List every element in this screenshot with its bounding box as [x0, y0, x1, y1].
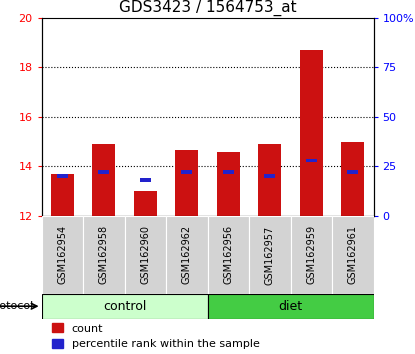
Text: GSM162954: GSM162954	[57, 225, 67, 285]
Bar	[176, 150, 198, 216]
Title: GDS3423 / 1564753_at: GDS3423 / 1564753_at	[119, 0, 296, 16]
Text: GSM162962: GSM162962	[182, 225, 192, 285]
Bar	[258, 144, 281, 216]
Bar	[93, 144, 115, 216]
Bar	[208, 216, 249, 294]
Bar	[264, 175, 276, 178]
Bar	[56, 175, 68, 178]
Text: GSM162957: GSM162957	[265, 225, 275, 285]
Bar	[290, 216, 332, 294]
Bar	[42, 294, 208, 319]
Bar	[300, 50, 323, 216]
Bar	[305, 159, 317, 162]
Bar	[341, 142, 364, 216]
Bar	[347, 171, 359, 174]
Text: diet: diet	[278, 300, 303, 313]
Bar	[208, 294, 374, 319]
Text: GSM162961: GSM162961	[348, 225, 358, 284]
Bar	[166, 216, 208, 294]
Text: protocol: protocol	[0, 301, 33, 311]
Bar	[42, 216, 83, 294]
Bar	[83, 216, 124, 294]
Text: GSM162960: GSM162960	[140, 225, 150, 284]
Text: GSM162959: GSM162959	[306, 225, 316, 285]
Text: GSM162958: GSM162958	[99, 225, 109, 285]
Bar	[134, 191, 157, 216]
Text: control: control	[103, 300, 146, 313]
Bar	[217, 152, 240, 216]
Bar	[249, 216, 290, 294]
Bar	[124, 216, 166, 294]
Bar	[332, 216, 374, 294]
Bar	[98, 171, 110, 174]
Bar	[139, 178, 151, 182]
Text: GSM162956: GSM162956	[223, 225, 233, 285]
Legend: count, percentile rank within the sample: count, percentile rank within the sample	[47, 319, 264, 354]
Bar	[181, 171, 193, 174]
Bar	[222, 171, 234, 174]
Bar	[51, 174, 74, 216]
